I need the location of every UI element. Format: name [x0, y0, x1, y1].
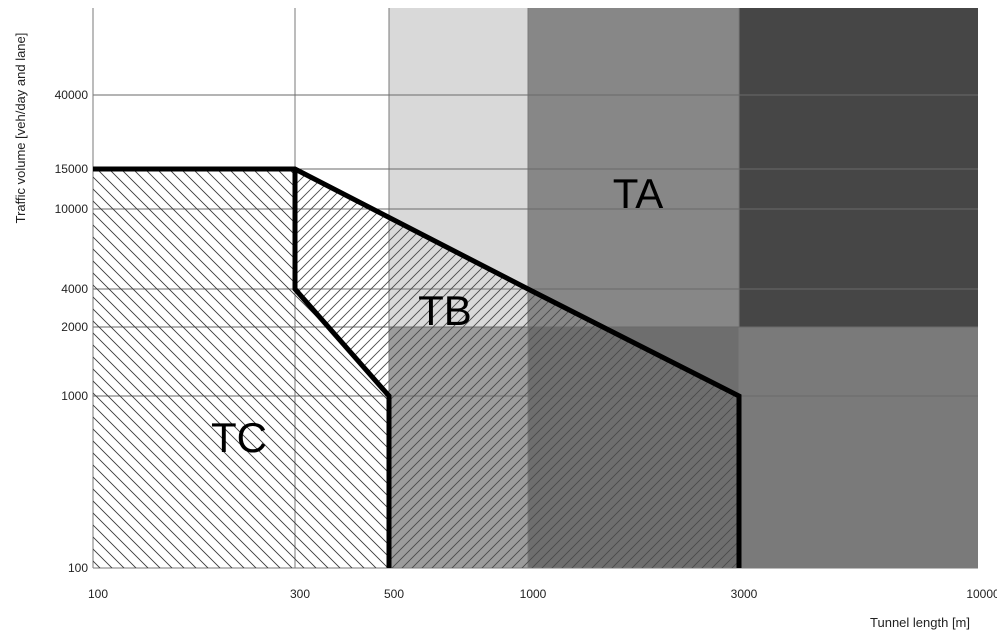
x-tick-1000: 1000 [520, 587, 547, 601]
band-lower-3000-10000 [739, 327, 978, 568]
y-tick-15000: 15000 [55, 162, 89, 176]
region-label-ta: TA [613, 170, 664, 217]
boundary-outlines [93, 166, 742, 568]
y-tick-2000: 2000 [61, 320, 88, 334]
x-axis-label: Tunnel length [m] [870, 615, 970, 630]
y-axis-label: Traffic volume [veh/day and lane] [13, 33, 28, 224]
y-tick-40000: 40000 [55, 88, 89, 102]
outer-boundary-line [93, 166, 742, 568]
y-tick-labels: 100 1000 2000 4000 10000 15000 40000 [55, 88, 89, 575]
region-label-tc: TC [211, 414, 267, 461]
region-tb-hatch [295, 169, 739, 568]
x-tick-100: 100 [88, 587, 108, 601]
region-tc-hatch [93, 169, 389, 568]
tc-boundary-line [292, 169, 392, 568]
x-tick-labels: 100 300 500 1000 3000 10000 [88, 587, 997, 601]
x-tick-300: 300 [290, 587, 310, 601]
y-tick-4000: 4000 [61, 282, 88, 296]
x-tick-3000: 3000 [731, 587, 758, 601]
regions [93, 169, 739, 568]
x-tick-500: 500 [384, 587, 404, 601]
y-tick-1000: 1000 [61, 389, 88, 403]
y-tick-10000: 10000 [55, 202, 89, 216]
region-labels: TC TB TA [211, 170, 663, 461]
x-tick-10000: 10000 [966, 587, 997, 601]
y-tick-100: 100 [68, 561, 88, 575]
region-label-tb: TB [418, 287, 472, 334]
